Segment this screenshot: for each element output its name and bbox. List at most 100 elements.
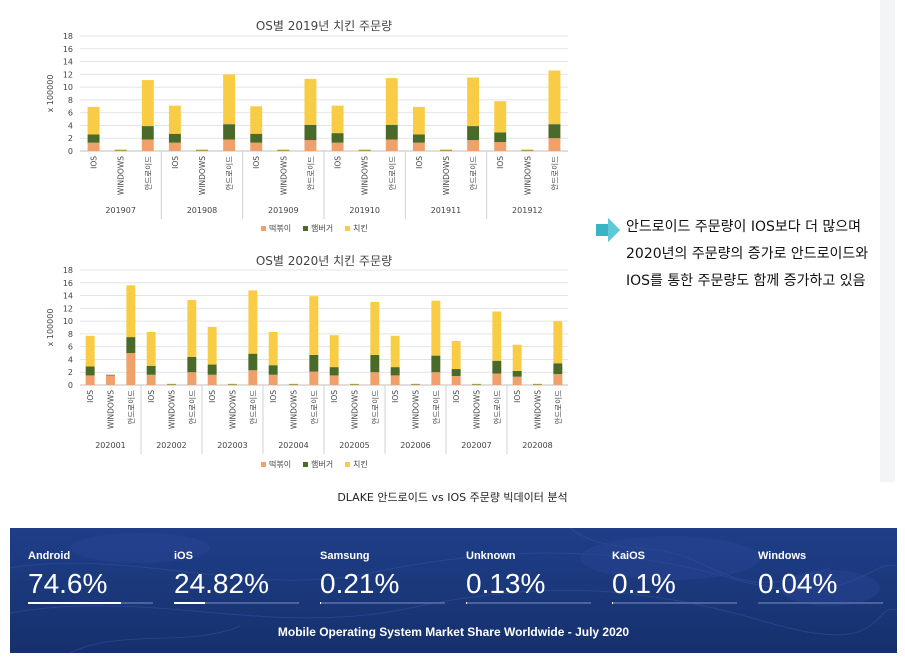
bar-segment: [512, 370, 522, 377]
bar-segment: [350, 384, 359, 386]
bar-segment: [304, 140, 317, 151]
bar-segment: [451, 340, 461, 370]
stat-value: 74.6%: [28, 568, 108, 599]
bar-segment: [385, 124, 398, 140]
bar-segment: [331, 142, 344, 151]
stat-unknown: Unknown 0.13%: [466, 550, 591, 604]
stat-ios: iOS 24.82%: [174, 550, 299, 604]
callout-line: IOS를 통한 주문량도 함께 증가하고 있음: [626, 273, 866, 289]
bar-segment: [390, 375, 400, 385]
bar-segment: [268, 365, 278, 375]
bar-segment: [126, 285, 136, 338]
y-axis-label: x 100000: [46, 75, 55, 113]
stat-windows: Windows 0.04%: [758, 550, 883, 604]
bar-segment: [207, 364, 217, 375]
bar-segment: [553, 321, 563, 364]
bar-segment: [390, 367, 400, 376]
x-tick-label: 안드로이드: [370, 390, 380, 425]
bar-segment: [358, 149, 371, 151]
bar-segment: [277, 149, 290, 151]
bar-segment: [358, 150, 371, 151]
x-tick-label: IOS: [513, 390, 522, 403]
bar-segment: [411, 383, 420, 385]
x-tick-label: 안드로이드: [305, 156, 315, 191]
share-bar: [320, 602, 445, 604]
x-tick-label: IOS: [208, 390, 217, 403]
x-tick-label: WINDOWS: [107, 390, 116, 429]
bar-segment: [106, 375, 115, 385]
group-label: 202001: [95, 441, 126, 450]
bar-segment: [494, 142, 507, 151]
bar-segment: [87, 106, 100, 135]
group-label: 201912: [512, 206, 543, 215]
legend-label: 떡볶이: [269, 223, 291, 233]
bar-segment: [309, 354, 319, 372]
bar-segment: [512, 376, 522, 385]
group-label: 202003: [217, 441, 248, 450]
bar-segment: [411, 384, 420, 385]
bar-segment: [412, 106, 425, 135]
bar-segment: [187, 372, 197, 385]
x-tick-label: WINDOWS: [279, 156, 288, 195]
y-tick-label: 6: [68, 343, 73, 352]
bar-segment: [223, 74, 236, 125]
x-tick-label: 안드로이드: [126, 390, 136, 425]
bar-segment: [512, 344, 522, 371]
x-tick-label: WINDOWS: [412, 390, 421, 429]
bar-segment: [548, 124, 561, 139]
bar-segment: [248, 370, 258, 385]
legend-swatch: [261, 226, 266, 231]
bar-segment: [114, 150, 127, 151]
stat-name: Unknown: [466, 550, 516, 562]
bar-segment: [309, 296, 319, 355]
bar-segment: [411, 384, 420, 386]
bar-segment: [167, 383, 176, 385]
bar-segment: [289, 383, 298, 385]
bar-segment: [277, 150, 290, 152]
bar-segment: [472, 384, 481, 385]
bar-segment: [385, 139, 398, 151]
x-tick-label: IOS: [330, 390, 339, 403]
bar-segment: [521, 150, 534, 152]
y-tick-label: 8: [68, 330, 73, 339]
bar-segment: [85, 335, 95, 367]
y-tick-label: 0: [68, 381, 73, 390]
charts-svg: OS별 2019년 치킨 주문량 0 2 4 6 8 10 12 14 16 18 x 100000 2…: [46, 19, 568, 469]
world-map-background: [10, 528, 897, 653]
legend-label: 떡볶이: [269, 459, 291, 469]
y-tick-label: 2: [68, 368, 73, 377]
bar-segment: [494, 132, 507, 143]
share-bar: [612, 602, 737, 604]
bar-segment: [390, 335, 400, 368]
bar-segment: [370, 372, 380, 385]
x-tick-label: IOS: [252, 156, 261, 169]
y-tick-label: 10: [63, 83, 73, 92]
group-label: 202007: [461, 441, 492, 450]
callout-line: 2020년의 주문량의 증가로 안드로이드와: [626, 246, 869, 262]
bar-segment: [358, 150, 371, 152]
bar-segment: [228, 383, 237, 385]
legend-swatch: [303, 462, 308, 467]
bar-segment: [440, 150, 452, 151]
bar-segment: [533, 384, 542, 385]
stat-name: Android: [28, 550, 71, 562]
x-tick-label: 안드로이드: [492, 390, 502, 425]
bar-segment: [223, 124, 236, 140]
bar-segment: [87, 134, 100, 143]
bar-segment: [492, 311, 502, 361]
y-tick-label: 18: [63, 266, 73, 275]
y-tick-label: 14: [63, 292, 73, 301]
y-tick-label: 16: [63, 45, 73, 54]
stat-value: 0.1%: [612, 568, 676, 599]
bar-segment: [431, 355, 441, 373]
group-label: 201908: [187, 206, 218, 215]
bar-segment: [533, 383, 542, 385]
share-bar: [174, 602, 299, 604]
stat-value: 0.04%: [758, 568, 838, 599]
bar-segment: [85, 375, 95, 385]
bar-segment: [331, 133, 344, 143]
bar-segment: [370, 354, 380, 373]
bar-segment: [370, 301, 380, 355]
bar-segment: [548, 70, 561, 125]
stat-name: Samsung: [320, 550, 370, 562]
